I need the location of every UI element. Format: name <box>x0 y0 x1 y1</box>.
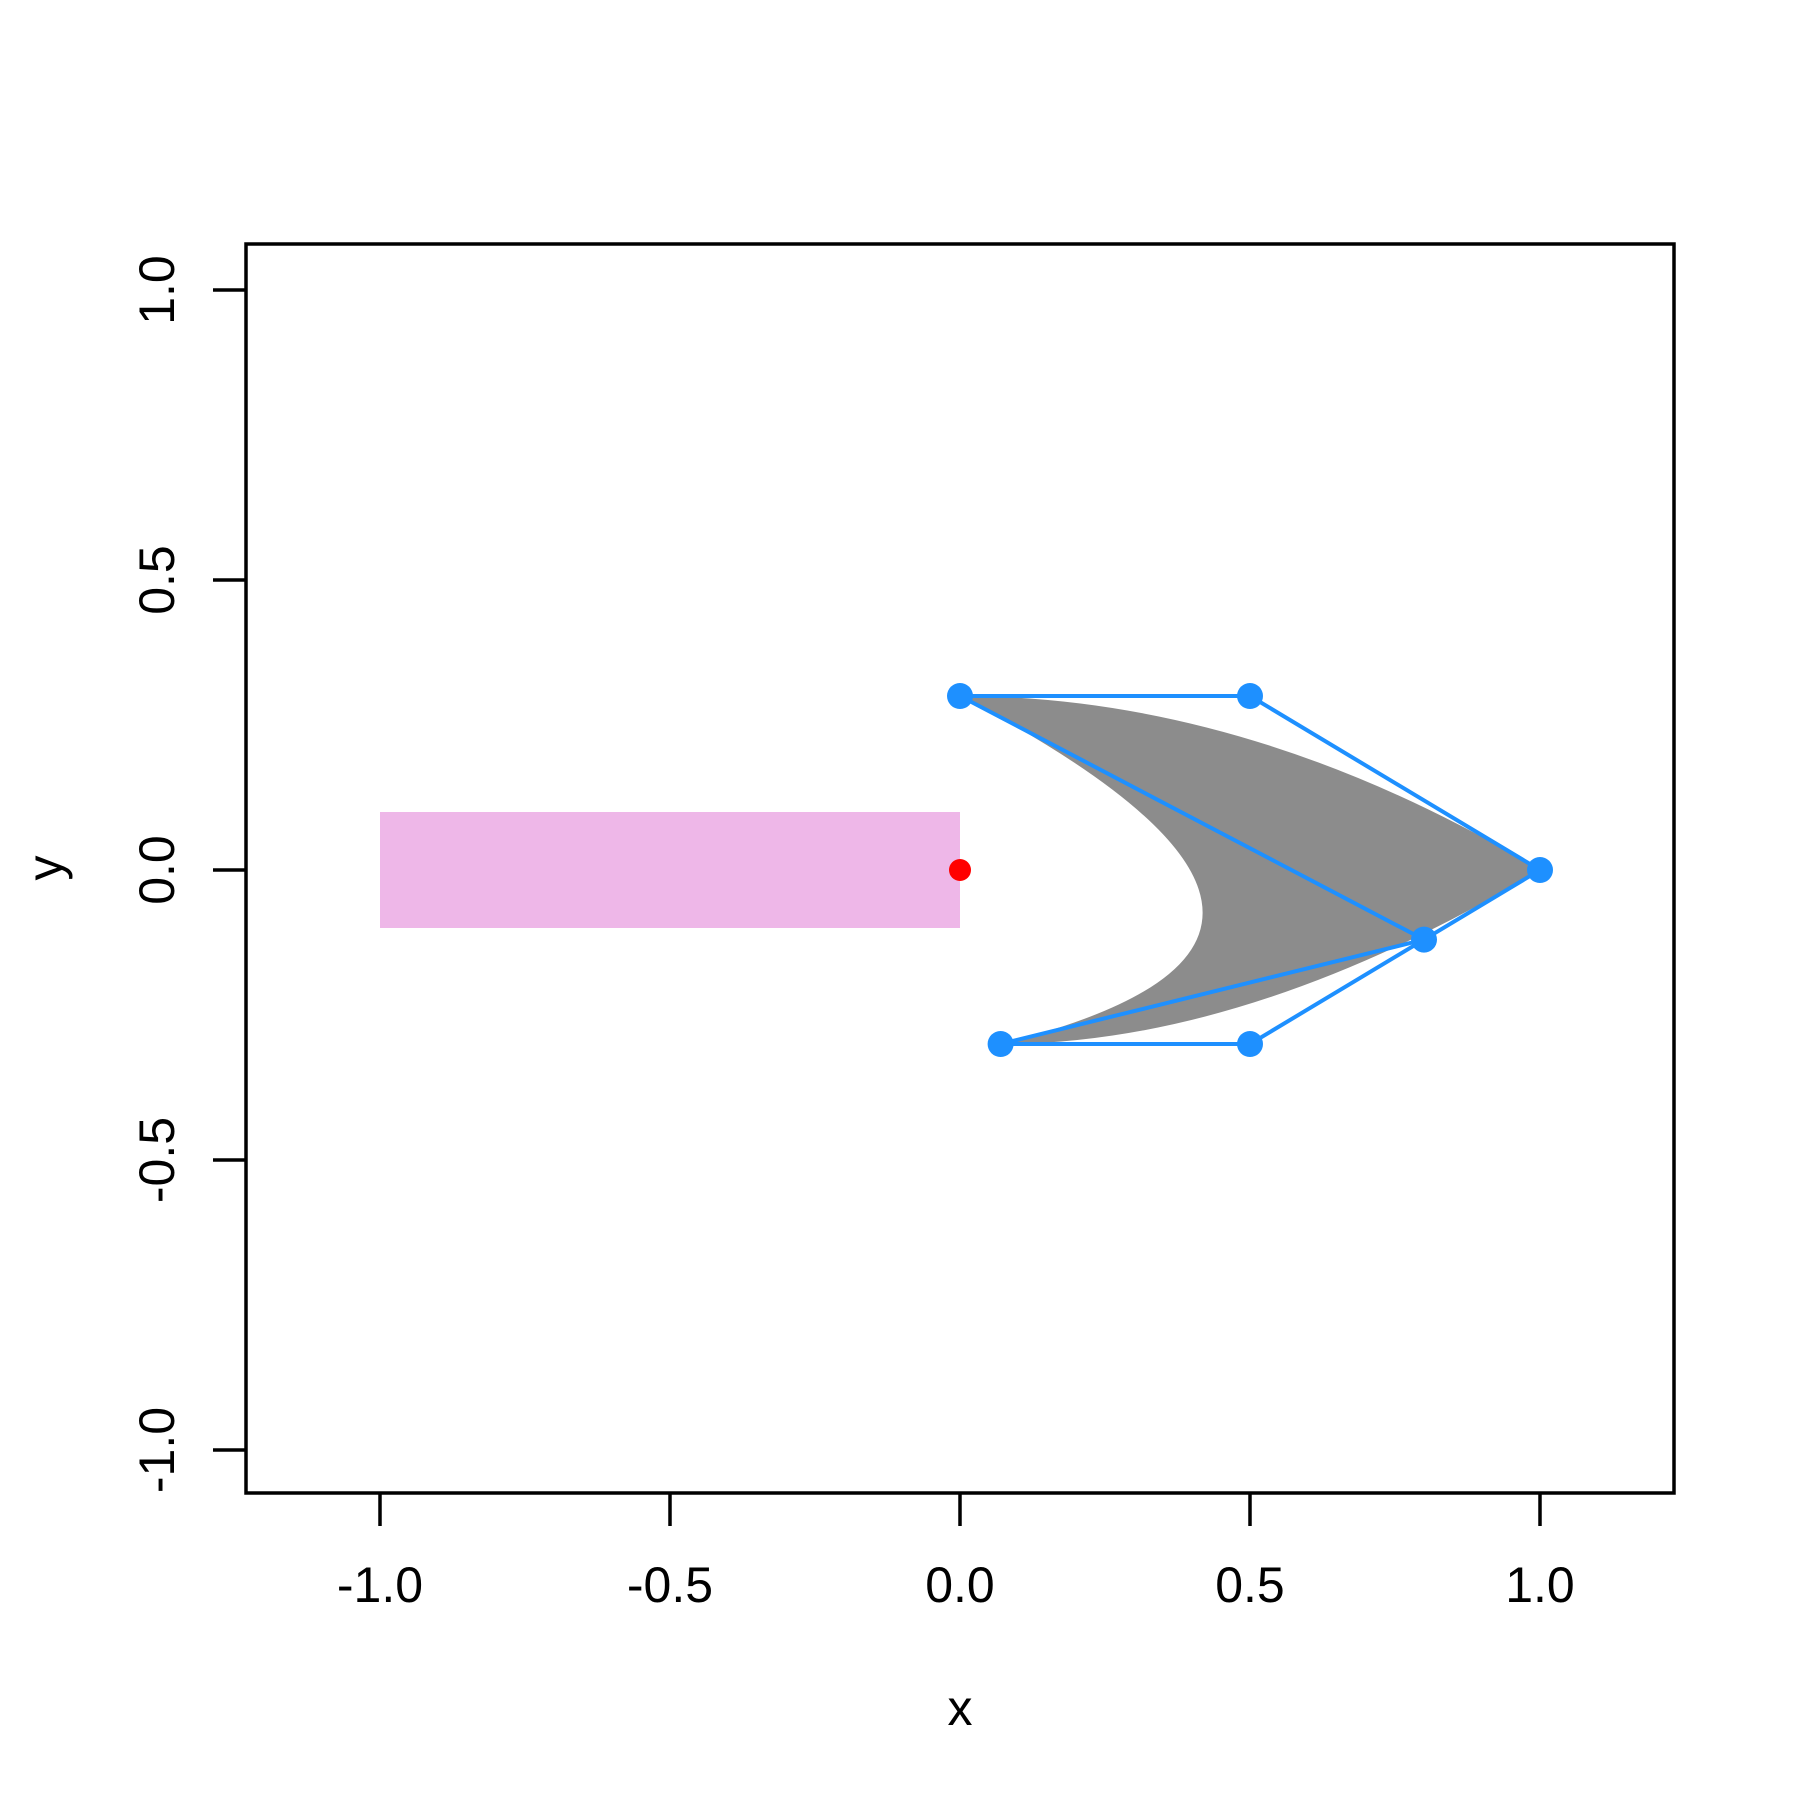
x-tick-label--0.5: -0.5 <box>627 1557 713 1613</box>
x-tick-label--1.0: -1.0 <box>337 1557 423 1613</box>
control-point-A <box>947 683 973 709</box>
control-segment-CE <box>1248 868 1542 1046</box>
control-segment-DA <box>958 694 1426 942</box>
control-point-C <box>1527 857 1553 883</box>
x-tick-label-1.0: 1.0 <box>1505 1557 1575 1613</box>
control-point-E <box>1237 1031 1263 1057</box>
pink-rectangle <box>380 812 960 928</box>
x-tick-label-0.5: 0.5 <box>1215 1557 1285 1613</box>
control-point-B <box>1237 683 1263 709</box>
control-segment-FD <box>998 937 1426 1046</box>
y-tick-label--1.0: -1.0 <box>129 1407 185 1493</box>
control-point-F <box>987 1031 1014 1057</box>
red-origin-point <box>949 859 971 881</box>
x-tick-label-0.0: 0.0 <box>925 1557 995 1613</box>
y-tick-label-0.0: 0.0 <box>129 835 185 905</box>
x-axis-title: x <box>948 1680 973 1736</box>
control-point-D <box>1411 926 1437 953</box>
y-axis-title: y <box>17 856 73 881</box>
control-segment-BC <box>1248 694 1542 872</box>
gray-bezier-shape <box>960 696 1540 1044</box>
y-tick-label--0.5: -0.5 <box>129 1117 185 1203</box>
y-tick-label-0.5: 0.5 <box>129 545 185 615</box>
y-tick-label-1.0: 1.0 <box>129 255 185 325</box>
